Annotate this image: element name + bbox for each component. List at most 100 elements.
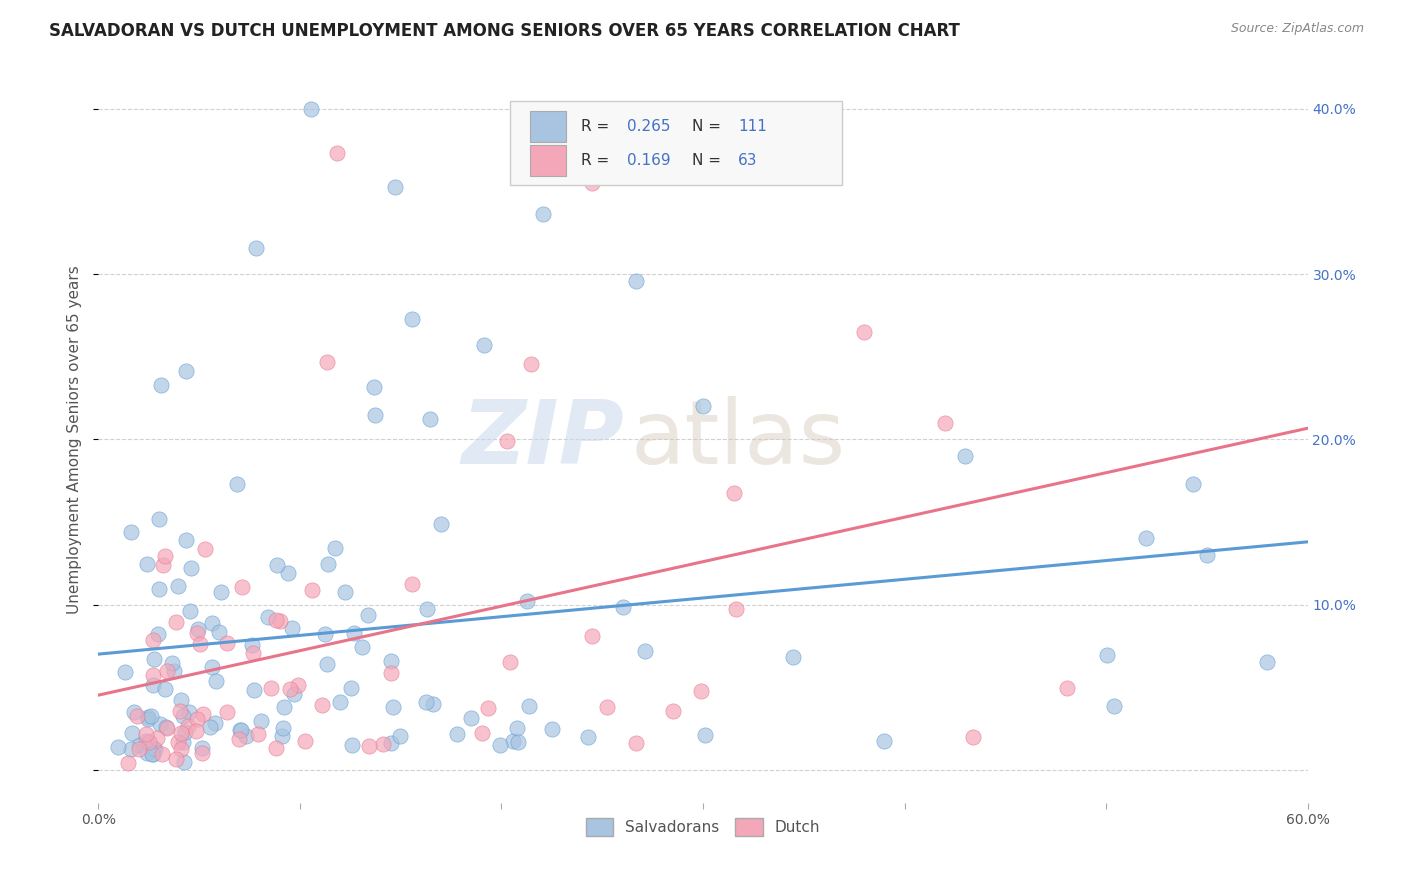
Bar: [530, 145, 567, 176]
Point: [477, 700, 499, 714]
Point: [401, 577, 423, 591]
Point: [167, 579, 190, 593]
Point: [184, 723, 207, 738]
Point: [150, 747, 173, 762]
Point: [1056, 681, 1078, 695]
Point: [245, 240, 267, 254]
Point: [506, 721, 529, 735]
Point: [266, 558, 288, 572]
Point: [228, 732, 250, 747]
Text: 0.169: 0.169: [627, 153, 671, 168]
Point: [264, 740, 287, 755]
Point: [1195, 548, 1218, 562]
Point: [271, 729, 294, 743]
Point: [128, 742, 150, 756]
Point: [401, 311, 423, 326]
Point: [209, 585, 232, 599]
Point: [170, 693, 193, 707]
Point: [155, 720, 177, 734]
Point: [333, 585, 356, 599]
Text: atlas: atlas: [630, 396, 845, 483]
Point: [142, 632, 165, 647]
Point: [287, 678, 309, 692]
Point: [340, 681, 363, 696]
Bar: [530, 111, 567, 142]
Point: [380, 665, 402, 680]
Point: [152, 558, 174, 572]
Point: [136, 710, 159, 724]
Point: [962, 730, 984, 744]
Point: [316, 557, 339, 571]
Point: [342, 738, 364, 752]
Point: [174, 724, 197, 739]
Point: [217, 706, 239, 720]
Point: [191, 746, 214, 760]
Point: [191, 741, 214, 756]
Point: [350, 640, 373, 655]
Point: [146, 731, 169, 746]
Point: [149, 717, 172, 731]
Point: [531, 207, 554, 221]
Point: [283, 687, 305, 701]
Point: [389, 729, 412, 743]
Point: [170, 741, 193, 756]
Point: [176, 364, 198, 378]
Point: [240, 638, 263, 652]
Point: [273, 700, 295, 714]
Point: [315, 355, 337, 369]
Point: [314, 627, 336, 641]
Point: [201, 659, 224, 673]
Point: [153, 682, 176, 697]
Point: [165, 615, 187, 629]
Point: [173, 755, 195, 769]
Point: [201, 615, 224, 630]
Point: [430, 516, 453, 531]
Point: [121, 726, 143, 740]
Y-axis label: Unemployment Among Seniors over 65 years: Unemployment Among Seniors over 65 years: [67, 265, 83, 614]
Point: [149, 378, 172, 392]
Point: [156, 665, 179, 679]
Point: [359, 739, 381, 753]
Point: [953, 449, 976, 463]
Point: [269, 615, 291, 629]
Text: ZIP: ZIP: [461, 396, 624, 483]
Point: [1095, 648, 1118, 662]
Point: [471, 726, 494, 740]
Point: [141, 708, 163, 723]
Point: [242, 683, 264, 698]
Point: [581, 176, 603, 190]
Point: [581, 629, 603, 643]
Point: [416, 601, 439, 615]
Point: [343, 626, 366, 640]
Point: [174, 533, 197, 547]
Point: [692, 399, 714, 413]
Point: [1102, 698, 1125, 713]
Point: [204, 715, 226, 730]
Text: N =: N =: [692, 153, 725, 168]
Point: [553, 102, 575, 116]
Point: [624, 736, 647, 750]
Point: [782, 649, 804, 664]
Point: [169, 704, 191, 718]
Point: [226, 477, 249, 491]
Point: [143, 741, 166, 756]
Point: [495, 434, 517, 449]
Point: [172, 735, 194, 749]
Point: [502, 734, 524, 748]
Point: [250, 714, 273, 729]
Point: [242, 646, 264, 660]
Point: [194, 541, 217, 556]
Point: [215, 636, 238, 650]
Point: [162, 657, 184, 671]
Point: [373, 737, 395, 751]
Point: [107, 739, 129, 754]
Point: [163, 664, 186, 678]
Point: [136, 557, 159, 571]
Point: [516, 594, 538, 608]
Point: [380, 736, 402, 750]
Point: [165, 752, 187, 766]
Text: SALVADORAN VS DUTCH UNEMPLOYMENT AMONG SENIORS OVER 65 YEARS CORRELATION CHART: SALVADORAN VS DUTCH UNEMPLOYMENT AMONG S…: [49, 22, 960, 40]
Point: [135, 727, 157, 741]
Text: Source: ZipAtlas.com: Source: ZipAtlas.com: [1230, 22, 1364, 36]
Point: [257, 610, 280, 624]
